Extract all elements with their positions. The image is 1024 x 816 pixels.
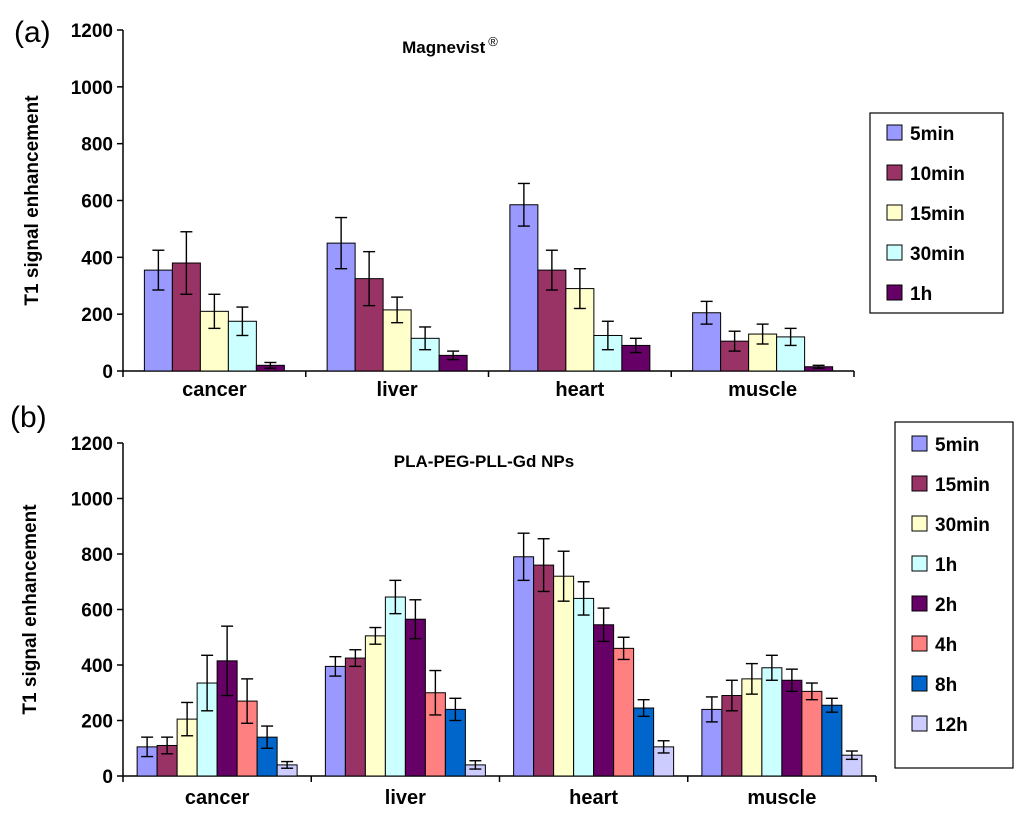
legend-label: 2h [935, 595, 957, 616]
bar-1h-liver [384, 596, 406, 777]
panel-b: (b) PLA-PEG-PLL-Gd NPs T1 signal enhanceme… [10, 401, 1014, 809]
chart-title: Magnevist ® [402, 34, 498, 57]
bar-5min-heart [513, 556, 535, 777]
y-axis-label: T1 signal enhancement [22, 95, 43, 306]
bar-15min-heart [533, 564, 555, 777]
bar-1h-heart [573, 597, 595, 777]
legend: 5min 10min 15min 30min 1h [869, 112, 1004, 314]
legend: 5min 15min 30min 1h 2h 4h 8h 12h [894, 421, 1014, 769]
x-category-label: heart [569, 787, 618, 809]
legend-label: 12h [935, 715, 968, 736]
panel-a: (a) Magnevist ® T1 signal enhancement 0 200 40… [14, 16, 1004, 401]
y-tick-label: 600 [81, 601, 113, 622]
legend-label: 1h [935, 555, 957, 576]
x-category-label: cancer [185, 787, 250, 809]
y-tick-label: 200 [81, 712, 113, 733]
legend-label: 5min [910, 124, 954, 145]
legend-label: 30min [935, 515, 990, 536]
y-tick-label: 400 [81, 656, 113, 677]
bar-30min-muscle [776, 336, 806, 372]
bar-30min-liver [364, 635, 386, 777]
legend-swatch [886, 164, 903, 181]
legend-swatch [886, 124, 903, 141]
legend-swatch [911, 635, 928, 652]
legend-label: 15min [910, 204, 965, 225]
x-category-label: muscle [728, 379, 797, 401]
x-category-label: liver [377, 379, 418, 401]
y-tick-label: 0 [102, 362, 113, 383]
title-superscript: ® [488, 34, 498, 49]
y-tick-label: 800 [81, 545, 113, 566]
bar-5min-liver [324, 665, 346, 777]
x-category-label: muscle [747, 787, 816, 809]
legend-swatch [886, 204, 903, 221]
bar-2h-muscle [781, 679, 803, 777]
y-tick-label: 800 [81, 135, 113, 156]
bar-30min-heart [553, 575, 575, 777]
legend-label: 1h [910, 284, 932, 305]
bar-8h-muscle [821, 704, 843, 777]
x-category-label: liver [385, 787, 426, 809]
x-category-label: cancer [182, 379, 247, 401]
legend-label: 4h [935, 635, 957, 656]
bar-2h-liver [404, 618, 426, 777]
legend-label: 5min [935, 435, 979, 456]
legend-swatch [911, 475, 928, 492]
y-tick-label: 400 [81, 248, 113, 269]
legend-swatch [911, 715, 928, 732]
bar-5min-heart [509, 204, 539, 372]
bar-4h-heart [613, 647, 635, 777]
legend-swatch [911, 675, 928, 692]
panel-label: (a) [14, 16, 51, 49]
legend-label: 10min [910, 164, 965, 185]
y-tick-label: 1200 [71, 434, 113, 455]
y-tick-label: 1000 [71, 490, 113, 511]
legend-swatch [911, 515, 928, 532]
bar-1h-muscle [761, 667, 783, 777]
y-tick-label: 1200 [71, 21, 113, 42]
bar-4h-muscle [801, 690, 823, 777]
legend-swatch [911, 555, 928, 572]
bar-15min-liver [344, 657, 366, 777]
bar-2h-heart [593, 624, 615, 777]
bar-8h-heart [633, 707, 655, 777]
panel-label: (b) [10, 401, 47, 434]
y-tick-label: 600 [81, 192, 113, 213]
chart-title: PLA-PEG-PLL-Gd NPs [394, 452, 574, 471]
legend-swatch [911, 435, 928, 452]
legend-label: 30min [910, 244, 965, 265]
x-category-label: heart [555, 379, 604, 401]
y-tick-label: 0 [102, 767, 113, 788]
legend-swatch [911, 595, 928, 612]
y-axis-label: T1 signal enhancement [20, 504, 41, 715]
legend-swatch [886, 244, 903, 261]
legend-swatch [886, 284, 903, 301]
y-tick-label: 1000 [71, 78, 113, 99]
y-tick-label: 200 [81, 305, 113, 326]
legend-label: 15min [935, 475, 990, 496]
legend-label: 8h [935, 675, 957, 696]
